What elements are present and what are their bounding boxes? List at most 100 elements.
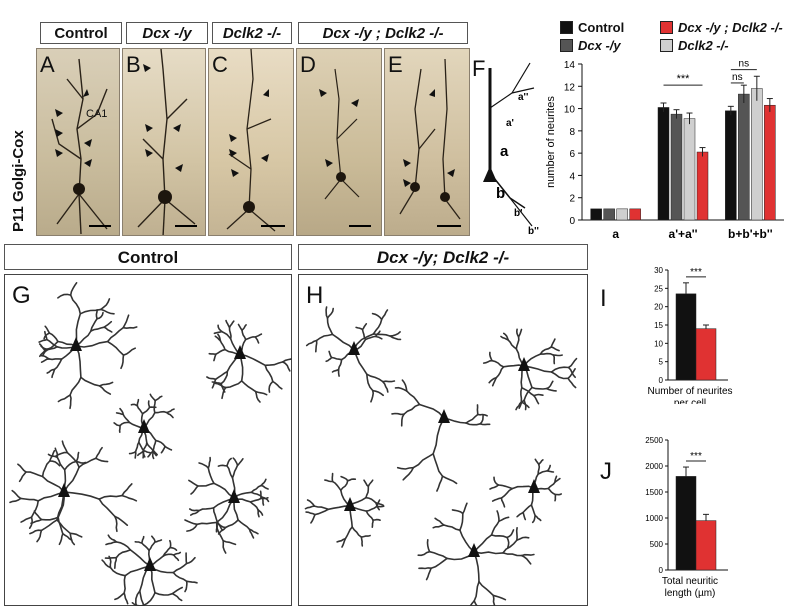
neurite — [207, 456, 212, 469]
chart-f-bar — [629, 208, 641, 221]
neurite — [219, 339, 226, 351]
neurite — [366, 373, 374, 392]
neurite — [114, 592, 125, 601]
neurite — [217, 333, 222, 342]
neurite — [185, 552, 188, 565]
chart-i-xlabel-line1: Number of neurites — [647, 386, 732, 397]
neurite — [522, 511, 527, 521]
neurite — [139, 590, 145, 606]
neurite — [206, 376, 217, 381]
neurite — [53, 358, 63, 371]
neurite — [537, 470, 548, 475]
neurite — [336, 538, 347, 543]
neurite — [128, 450, 137, 455]
neurite — [28, 516, 33, 529]
neurite — [522, 504, 533, 514]
neurite — [224, 380, 243, 389]
chart-f-ytick-label: 4 — [569, 171, 575, 182]
neurite — [344, 526, 353, 540]
neurite — [268, 380, 274, 393]
chart-f-bar — [590, 208, 602, 221]
chart-j-xlabel-line1: Total neuritic — [662, 576, 718, 587]
chart-i-annotation: *** — [690, 267, 702, 278]
neurite — [103, 320, 113, 328]
neuron-schematic: a a' a'' b b' b'' — [483, 62, 539, 237]
neurite — [57, 293, 72, 299]
neurite — [515, 336, 520, 350]
neurite — [114, 556, 118, 569]
neurite — [214, 370, 229, 381]
chart-j-ytick-label: 500 — [650, 540, 664, 549]
legend-swatch-double — [660, 21, 673, 34]
neurite — [154, 539, 163, 543]
neurite — [17, 463, 27, 473]
neurite — [185, 556, 196, 565]
neurite — [221, 330, 232, 340]
neurite — [11, 489, 22, 500]
neurite — [520, 553, 535, 557]
neuron-drawing-a — [51, 58, 111, 235]
soma — [234, 345, 246, 359]
soma — [70, 337, 82, 351]
neurite — [220, 382, 226, 393]
neurite — [372, 518, 381, 521]
neurite — [48, 332, 59, 343]
neurite — [222, 539, 227, 554]
neurite — [56, 519, 71, 535]
neurite — [479, 423, 491, 426]
neuron-tracings-control — [9, 282, 292, 606]
neurite — [43, 332, 51, 340]
neurite — [401, 379, 408, 392]
neurite — [382, 380, 396, 383]
neurite — [134, 441, 140, 453]
neurite — [56, 456, 66, 471]
neurite — [261, 496, 270, 503]
legend-swatch-dclk2 — [660, 39, 673, 52]
neurite — [48, 358, 63, 361]
neurite — [567, 357, 578, 369]
neurite — [396, 466, 415, 470]
micrograph-a — [36, 48, 120, 236]
neurite — [188, 479, 199, 487]
neurite — [153, 399, 156, 414]
neurite — [162, 553, 175, 557]
panel-label-i: I — [600, 285, 607, 312]
neurite — [305, 511, 316, 516]
neurite — [567, 377, 577, 389]
neurite — [465, 413, 479, 424]
neurite — [264, 364, 274, 383]
neurite — [147, 400, 151, 409]
neurite — [197, 482, 215, 487]
neurite — [478, 581, 495, 597]
neurite — [226, 465, 234, 479]
neurite — [105, 541, 118, 546]
neurite — [248, 528, 255, 539]
neurite — [121, 494, 138, 502]
neurite — [436, 475, 444, 492]
neurite — [95, 309, 98, 320]
schematic-a2: a'' — [518, 92, 528, 103]
neurite — [29, 529, 43, 535]
neurite — [418, 567, 432, 570]
neurite — [372, 389, 384, 397]
neurite — [430, 557, 448, 569]
header-control: Control — [40, 22, 122, 44]
panel-label-f: F — [472, 56, 486, 81]
neurite — [46, 338, 58, 348]
neurite — [365, 496, 377, 504]
neurite — [328, 350, 333, 359]
neurite — [142, 450, 146, 458]
neurite — [241, 324, 247, 331]
chart-f-bar — [657, 107, 670, 221]
neurite — [98, 385, 112, 395]
neurite — [136, 405, 144, 415]
soma — [468, 543, 480, 557]
chart-j-ytick-label: 2500 — [645, 436, 663, 445]
neurite — [214, 382, 227, 389]
neurite — [49, 460, 61, 467]
neurite — [506, 536, 510, 549]
chart-j-annotation: *** — [690, 451, 702, 462]
neurite — [547, 481, 556, 490]
tracing-h-neuron-1 — [305, 306, 402, 403]
neurite — [382, 380, 389, 393]
